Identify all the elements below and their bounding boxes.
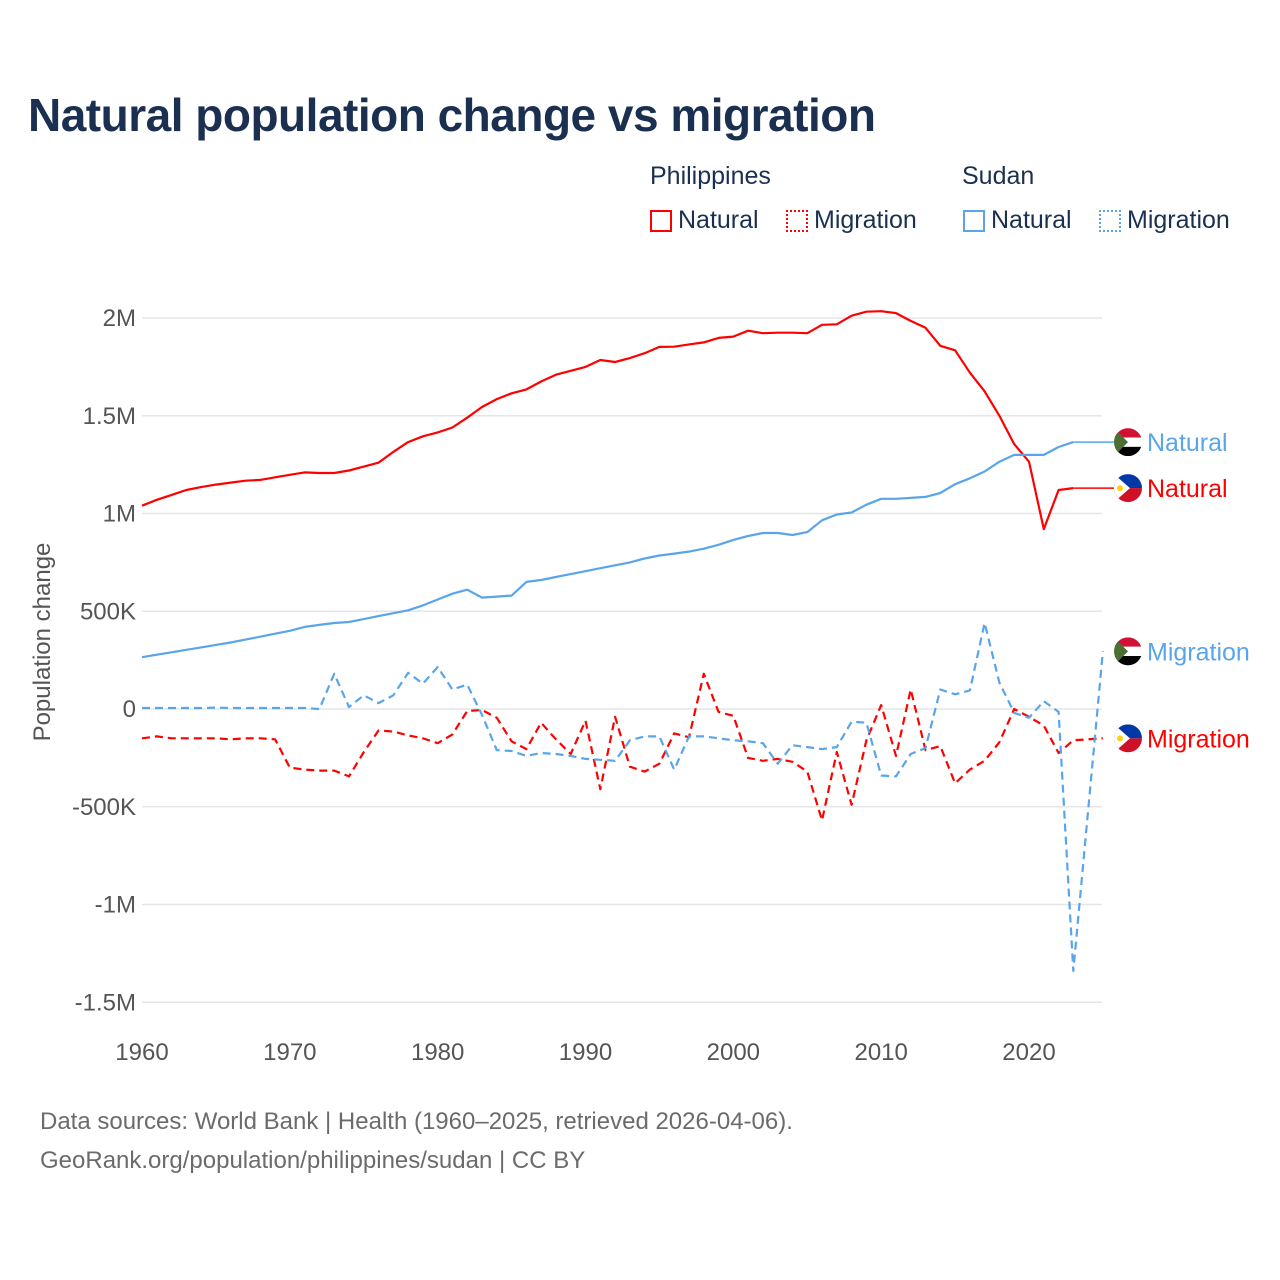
y-tick-label: 2M — [103, 305, 136, 332]
flag-stripe — [1114, 428, 1142, 438]
series-line-sudan-migration — [142, 621, 1104, 973]
x-tick-label: 1960 — [115, 1039, 168, 1066]
x-tick-label: 2000 — [707, 1039, 760, 1066]
flag-sun — [1117, 485, 1123, 492]
legend-label: Migration — [814, 206, 917, 234]
end-label-text: Migration — [1147, 725, 1250, 753]
series-line-philippines-natural — [141, 310, 1074, 531]
legend-swatch-solid — [963, 209, 985, 232]
y-tick-label: -1M — [95, 892, 136, 919]
legend-swatch-dotted — [1099, 209, 1121, 232]
y-tick-label: 500K — [80, 598, 136, 625]
flag-stripe — [1114, 446, 1142, 457]
flag-triangle — [1114, 428, 1128, 457]
series-line-philippines-migration — [141, 672, 1103, 822]
flag-sun — [1117, 735, 1123, 742]
x-tick-label: 1970 — [263, 1039, 316, 1066]
flag-stripe — [1114, 637, 1142, 647]
legend-label: Natural — [991, 206, 1072, 234]
x-tick-label: 2020 — [1002, 1039, 1055, 1066]
y-tick-label: -1.5M — [75, 989, 136, 1016]
y-tick-label: 0 — [123, 696, 136, 723]
flag-triangle — [1114, 637, 1128, 666]
legend-philippines-natural[interactable]: Natural — [650, 206, 759, 235]
footer-credit[interactable]: GeoRank.org/population/philippines/sudan… — [40, 1147, 586, 1174]
philippines-flag-icon — [1114, 474, 1142, 503]
legend-sudan-natural[interactable]: Natural — [963, 206, 1072, 235]
y-tick-label: 1.5M — [83, 403, 136, 430]
legend-philippines-migration[interactable]: Migration — [786, 206, 917, 235]
legend-swatch-dotted — [786, 209, 808, 232]
flag-stripe — [1114, 646, 1142, 657]
y-tick-label: 1M — [103, 501, 136, 528]
legend-swatch-solid — [650, 209, 672, 232]
chart-title: Natural population change vs migration — [28, 89, 876, 141]
flag-stripe — [1114, 656, 1142, 666]
legend-group-philippines: Philippines — [650, 162, 771, 190]
y-tick-label: -500K — [72, 794, 136, 821]
end-label: Natural — [1114, 474, 1228, 503]
x-tick-label: 2010 — [854, 1039, 907, 1066]
x-tick-label: 1980 — [411, 1039, 464, 1066]
sudan-flag-icon — [1114, 428, 1142, 457]
footer-sources: Data sources: World Bank | Health (1960–… — [40, 1108, 793, 1135]
legend-label: Migration — [1127, 206, 1230, 234]
x-tick-label: 1990 — [559, 1039, 612, 1066]
sudan-flag-icon — [1114, 637, 1142, 666]
end-label: Migration — [1114, 724, 1250, 753]
end-label-text: Natural — [1147, 429, 1228, 457]
end-label: Migration — [1114, 637, 1250, 666]
flag-stripe — [1114, 437, 1142, 447]
y-axis-label: Population change — [29, 543, 56, 742]
end-label: Natural — [1114, 428, 1228, 457]
legend-label: Natural — [678, 206, 759, 234]
philippines-flag-icon — [1114, 724, 1142, 753]
end-label-text: Natural — [1147, 475, 1228, 503]
series-line-sudan-natural — [141, 441, 1074, 659]
legend-sudan-migration[interactable]: Migration — [1099, 206, 1230, 235]
legend-group-sudan: Sudan — [962, 162, 1035, 190]
end-label-text: Migration — [1147, 638, 1250, 666]
